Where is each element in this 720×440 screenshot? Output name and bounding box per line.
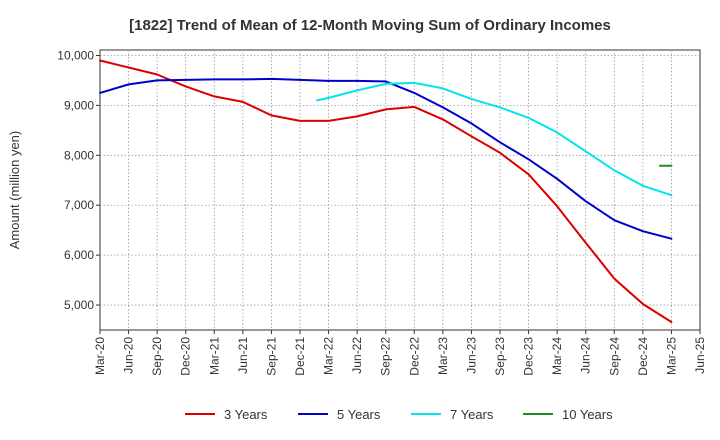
legend-label: 10 Years	[562, 407, 613, 422]
y-tick-label: 10,000	[57, 48, 94, 62]
x-tick-label: Jun-22	[350, 337, 364, 374]
y-axis-ticks: 5,000 6,000 7,000 8,000 9,000 10,000	[57, 48, 100, 312]
x-tick-label: Jun-25	[693, 337, 707, 374]
x-tick-label: Sep-20	[150, 337, 164, 376]
plot-area	[99, 49, 701, 331]
legend: 3 Years 5 Years 7 Years 10 Years	[185, 407, 613, 422]
series-line-3-years	[99, 59, 673, 323]
x-tick-label: Dec-22	[407, 337, 421, 376]
y-tick-label: 5,000	[64, 298, 94, 312]
x-tick-label: Jun-21	[236, 337, 250, 374]
chart-title: [1822] Trend of Mean of 12-Month Moving …	[129, 17, 611, 34]
x-tick-label: Dec-20	[179, 337, 193, 376]
legend-label: 7 Years	[450, 407, 494, 422]
x-tick-label: Mar-22	[322, 337, 336, 375]
x-tick-label: Mar-21	[207, 337, 221, 375]
legend-label: 3 Years	[224, 407, 268, 422]
x-tick-label: Mar-24	[550, 337, 564, 375]
y-axis-label: Amount (million yen)	[7, 131, 22, 250]
x-axis-ticks: Mar-20 Jun-20 Sep-20 Dec-20 Mar-21 Jun-21 Sep-…	[93, 330, 707, 376]
x-tick-label: Jun-23	[464, 337, 478, 374]
x-tick-label: Sep-24	[607, 337, 621, 376]
x-tick-label: Dec-24	[636, 337, 650, 376]
x-tick-label: Mar-20	[93, 337, 107, 375]
series-line-5-years	[99, 77, 673, 240]
series-lines	[99, 59, 673, 323]
x-tick-label: Jun-20	[122, 337, 136, 374]
legend-label: 5 Years	[337, 407, 381, 422]
x-tick-label: Mar-23	[436, 337, 450, 375]
y-tick-label: 6,000	[64, 248, 94, 262]
x-tick-label: Sep-23	[493, 337, 507, 376]
x-tick-label: Mar-25	[664, 337, 678, 375]
y-tick-label: 8,000	[64, 148, 94, 162]
x-tick-label: Sep-22	[379, 337, 393, 376]
x-tick-label: Dec-21	[293, 337, 307, 376]
x-tick-label: Sep-21	[264, 337, 278, 376]
x-tick-label: Dec-23	[522, 337, 536, 376]
y-tick-label: 9,000	[64, 98, 94, 112]
series-line-7-years	[316, 81, 673, 197]
x-tick-label: Jun-24	[579, 337, 593, 374]
y-tick-label: 7,000	[64, 198, 94, 212]
